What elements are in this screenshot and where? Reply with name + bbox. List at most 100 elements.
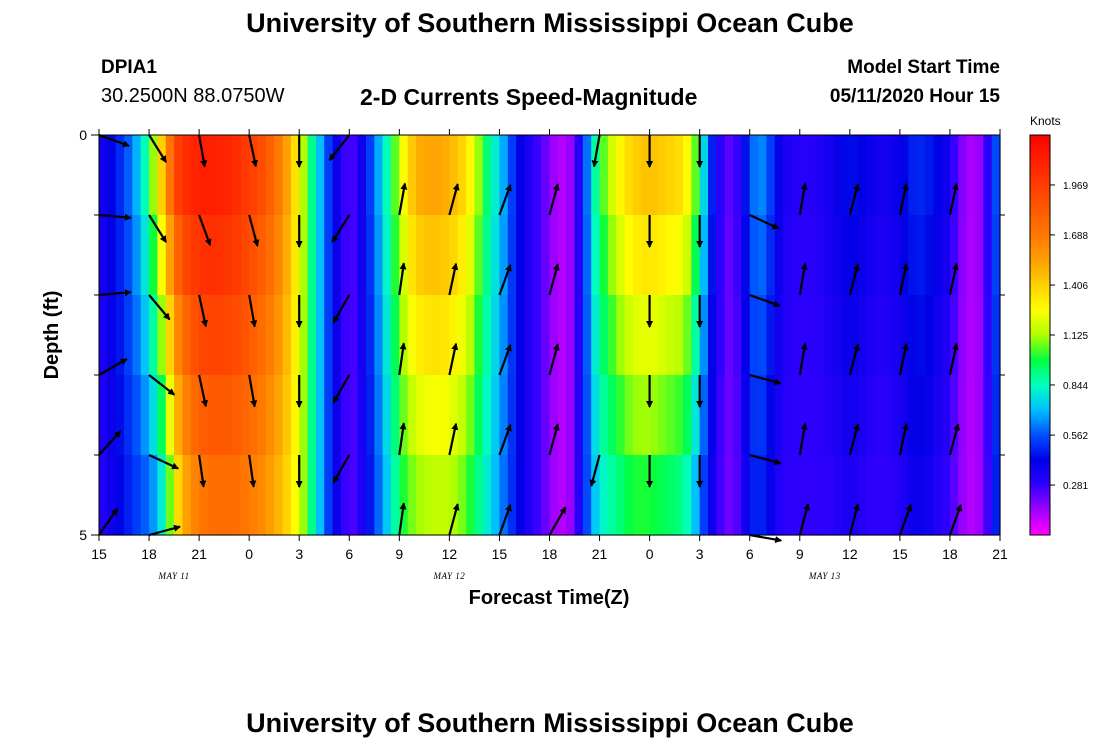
heatmap-cell <box>574 215 584 296</box>
heatmap-cell <box>557 295 567 376</box>
heatmap-cell <box>649 295 659 376</box>
heatmap-cell <box>783 455 793 536</box>
heatmap-cell <box>357 135 367 216</box>
heatmap-cell <box>257 455 267 536</box>
heatmap-cell <box>733 215 742 296</box>
heatmap-cell <box>799 455 809 536</box>
heatmap-cell <box>449 215 459 296</box>
heatmap-cell <box>833 375 843 456</box>
heatmap-cell <box>891 455 901 536</box>
main-title: University of Southern Mississippi Ocean… <box>246 8 854 38</box>
current-vector <box>448 342 459 376</box>
heatmap-cell <box>574 295 584 376</box>
heatmap-cell <box>524 295 534 376</box>
heatmap-cell <box>716 455 726 536</box>
heatmap-cell <box>816 295 826 376</box>
heatmap-cell <box>691 375 701 456</box>
heatmap-cell <box>365 135 375 216</box>
heatmap-cell <box>758 215 767 296</box>
heatmap-cell <box>249 135 259 216</box>
heatmap-cell <box>174 215 184 296</box>
heatmap-cell <box>699 455 709 536</box>
heatmap-cell <box>799 215 809 296</box>
heatmap-cell <box>182 135 192 216</box>
heatmap-cell <box>924 295 934 376</box>
heatmap-cell <box>315 215 325 296</box>
heatmap-cell <box>557 135 567 216</box>
heatmap-cell <box>816 455 826 536</box>
heatmap-cell <box>282 215 292 296</box>
heatmap-cell <box>257 295 267 376</box>
heatmap-cell <box>983 295 993 376</box>
heatmap-cell <box>541 215 551 296</box>
current-vector <box>248 134 258 168</box>
heatmap-cell <box>991 295 1001 376</box>
heatmap-cell <box>207 455 217 536</box>
heatmap-cell <box>849 455 859 536</box>
current-vector <box>798 182 808 216</box>
colorbar-tick-label: 1.125 <box>1063 331 1088 342</box>
heatmap-cell <box>783 135 793 216</box>
heatmap-cell <box>632 135 642 216</box>
heatmap-cell <box>866 135 876 216</box>
heatmap-cell <box>849 215 859 296</box>
current-vector <box>98 133 131 148</box>
heatmap-cell <box>624 135 634 216</box>
heatmap-cell <box>349 215 359 296</box>
current-vector <box>798 503 810 536</box>
heatmap-cell <box>240 295 250 376</box>
heatmap-cell <box>449 295 459 376</box>
heatmap-cell <box>365 375 375 456</box>
current-vector <box>898 182 909 216</box>
heatmap-cell <box>974 375 984 456</box>
heatmap-cell <box>307 295 317 376</box>
heatmap-cell <box>491 135 501 216</box>
current-vector <box>898 503 913 536</box>
heatmap-cell <box>324 135 334 216</box>
heatmap-cell <box>99 375 108 456</box>
heatmap-cell <box>566 135 576 216</box>
heatmap-cell <box>933 455 943 536</box>
heatmap-cell <box>416 375 425 456</box>
heatmap-cell <box>524 375 534 456</box>
current-vector <box>948 262 959 296</box>
heatmap-cell <box>966 295 976 376</box>
heatmap-cell <box>741 215 751 296</box>
heatmap-cell <box>416 295 425 376</box>
heatmap-cell <box>165 135 175 216</box>
heatmap-cell <box>591 375 601 456</box>
heatmap-cell <box>449 375 459 456</box>
heatmap-cell <box>432 295 442 376</box>
heatmap-cell <box>724 295 734 376</box>
heatmap-cell <box>941 455 951 536</box>
heatmap-cell <box>290 375 300 456</box>
heatmap-cell <box>365 455 375 536</box>
heatmap-cell <box>591 135 601 216</box>
heatmap-cell <box>265 455 275 536</box>
heatmap-cell <box>491 295 501 376</box>
heatmap-cell <box>182 215 192 296</box>
heatmap-cell <box>624 295 634 376</box>
heatmap-cell <box>532 135 542 216</box>
heatmap-cell <box>816 135 826 216</box>
heatmap-cell <box>115 215 125 296</box>
heatmap-cell <box>374 375 384 456</box>
current-vector <box>148 294 171 321</box>
heatmap-cell <box>190 215 200 296</box>
heatmap-cell <box>924 375 934 456</box>
heatmap-cell <box>432 215 442 296</box>
heatmap-cell <box>924 215 934 296</box>
heatmap-cell <box>674 295 684 376</box>
current-vector <box>498 423 512 456</box>
x-tick-label: 15 <box>91 546 107 562</box>
heatmap-cell <box>157 135 167 216</box>
heatmap-cell <box>199 295 209 376</box>
heatmap-cell <box>582 455 592 536</box>
heatmap-cell <box>632 295 642 376</box>
heatmap-cell <box>499 215 509 296</box>
heatmap-cell <box>491 375 501 456</box>
heatmap-cell <box>599 375 609 456</box>
heatmap-cell <box>182 295 192 376</box>
current-vector <box>749 214 780 230</box>
